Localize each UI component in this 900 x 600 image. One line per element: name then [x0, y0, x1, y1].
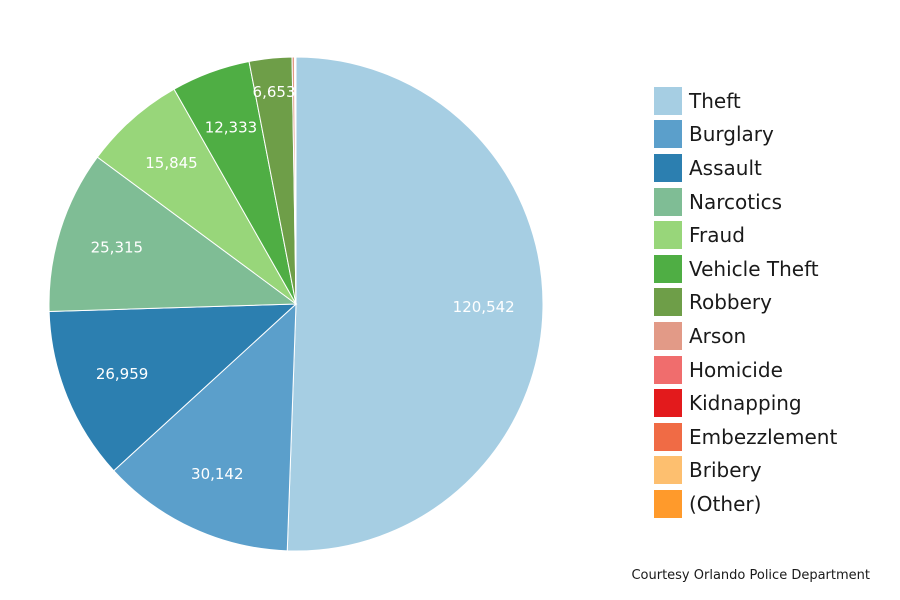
- legend-label: Narcotics: [689, 189, 783, 214]
- legend-swatch: [654, 355, 682, 384]
- data-label-burglary: 30,142: [191, 465, 244, 483]
- data-label-assault: 26,959: [96, 365, 149, 383]
- pie-slice-theft: [286, 56, 544, 552]
- legend-swatch: [654, 422, 682, 451]
- pie-slices: [48, 56, 544, 552]
- legend-swatch: [654, 153, 682, 182]
- legend-swatch: [654, 86, 682, 115]
- legend-label: Robbery: [689, 290, 772, 315]
- chart-legend: Theft Burglary Assault Narcotics Fraud Vehicl…: [654, 84, 837, 521]
- legend-item-other: (Other): [654, 487, 837, 521]
- legend-label: Fraud: [689, 223, 745, 248]
- pie-slice-narcotics: [48, 156, 298, 313]
- legend-label: Bribery: [689, 458, 762, 483]
- legend-label: Vehicle Theft: [689, 256, 819, 281]
- legend-item-embezzlement: Embezzlement: [654, 420, 837, 454]
- data-label-robbery: 6,653: [253, 83, 296, 101]
- legend-swatch: [654, 221, 682, 250]
- legend-label: Homicide: [689, 357, 783, 382]
- source-credit: Courtesy Orlando Police Department: [631, 568, 870, 583]
- pie-data-labels: 120,542 30,142 26,959 25,315 15,845 12,333 6,6…: [91, 83, 515, 483]
- legend-item-arson: Arson: [654, 319, 837, 353]
- legend-item-homicide: Homicide: [654, 353, 837, 387]
- legend-item-assault: Assault: [654, 151, 837, 185]
- legend-swatch: [654, 321, 682, 350]
- legend-label: Arson: [689, 323, 747, 348]
- legend-swatch: [654, 489, 682, 518]
- legend-swatch: [654, 389, 682, 418]
- legend-swatch: [654, 254, 682, 283]
- legend-label: Burglary: [689, 122, 774, 147]
- legend-label: Theft: [689, 88, 741, 113]
- data-label-narcotics: 25,315: [91, 238, 144, 256]
- pie-slice-assault: [48, 303, 298, 472]
- data-label-fraud: 15,845: [145, 154, 198, 172]
- legend-label: Kidnapping: [689, 391, 802, 416]
- pie-slice-burglary: [113, 302, 297, 552]
- legend-item-theft: Theft: [654, 84, 837, 118]
- legend-item-vehicle-theft: Vehicle Theft: [654, 252, 837, 286]
- legend-label: Embezzlement: [689, 424, 838, 449]
- legend-item-fraud: Fraud: [654, 218, 837, 252]
- legend-item-burglary: Burglary: [654, 118, 837, 152]
- legend-swatch: [654, 456, 682, 485]
- legend-item-kidnapping: Kidnapping: [654, 386, 837, 420]
- legend-item-narcotics: Narcotics: [654, 185, 837, 219]
- legend-swatch: [654, 120, 682, 149]
- data-label-vehicle-theft: 12,333: [205, 118, 258, 136]
- legend-label: Assault: [689, 155, 762, 180]
- legend-swatch: [654, 187, 682, 216]
- legend-label: (Other): [689, 491, 762, 516]
- legend-swatch: [654, 288, 682, 317]
- legend-item-bribery: Bribery: [654, 454, 837, 488]
- legend-item-robbery: Robbery: [654, 286, 837, 320]
- data-label-theft: 120,542: [453, 298, 515, 316]
